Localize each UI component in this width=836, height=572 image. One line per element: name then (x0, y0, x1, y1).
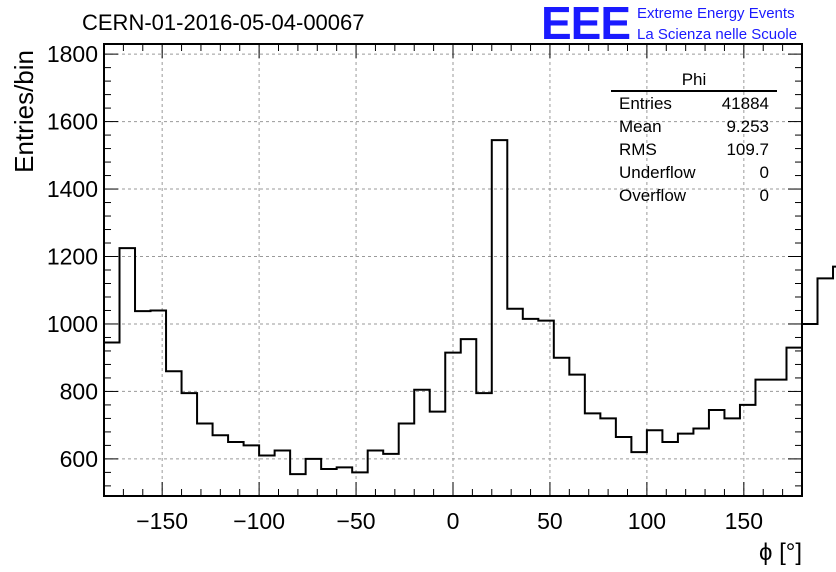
y-tick-label: 1000 (47, 311, 98, 337)
histogram-bin (399, 423, 415, 496)
x-tick-label: 150 (725, 508, 763, 534)
histogram-bin (740, 405, 756, 496)
x-tick-label: −150 (136, 508, 188, 534)
histogram-bin (538, 321, 554, 496)
stats-value: 41884 (721, 94, 769, 113)
stats-label: Mean (619, 117, 662, 136)
logo-caption-line1: Extreme Energy Events (637, 5, 795, 22)
x-tick-label: 100 (628, 508, 666, 534)
eee-logo: EEE (541, 0, 631, 49)
histogram-bin (523, 319, 539, 496)
histogram-bin (771, 380, 787, 496)
histogram-bin (430, 412, 446, 496)
histogram-bin (569, 375, 585, 496)
histogram-bin (228, 442, 244, 496)
histogram-bin (693, 429, 709, 496)
stats-label: Overflow (619, 186, 687, 205)
histogram-series-line (104, 139, 836, 476)
y-axis-label: Entries/bin (9, 50, 39, 173)
stats-value: 0 (759, 163, 769, 182)
histogram-bin (182, 393, 198, 496)
stats-label: RMS (619, 140, 657, 159)
histogram-bin (120, 248, 136, 496)
stats-value: 9.253 (726, 117, 769, 136)
stats-value: 0 (759, 186, 769, 205)
histogram-bin (259, 456, 275, 496)
logo-caption-line2: La Scienza nelle Scuole (637, 26, 798, 43)
y-tick-label: 1600 (47, 109, 98, 135)
x-axis-label: ϕ [°] (759, 539, 802, 566)
histogram-bin (585, 413, 601, 496)
histogram-bin (802, 324, 818, 496)
histogram-bin (352, 472, 368, 496)
histogram-bin (461, 339, 477, 496)
chart-title: CERN-01-2016-05-04-00067 (82, 10, 365, 35)
histogram-bin (244, 445, 260, 496)
plot-frame (103, 43, 803, 497)
stats-row: Overflow 0 (611, 184, 777, 207)
x-tick-label: 50 (537, 508, 563, 534)
histogram-bin (306, 459, 322, 496)
histogram-bin (275, 450, 291, 496)
x-tick-label: 0 (447, 508, 460, 534)
stats-box: Phi Entries 41884 Mean 9.253 RMS 109.7 U… (611, 70, 777, 207)
histogram-bin (755, 380, 771, 496)
histogram-bin (600, 418, 616, 496)
y-tick-label: 1400 (47, 176, 98, 202)
histogram-bin (476, 393, 492, 496)
histogram-bin (337, 467, 353, 496)
y-tick-label: 1800 (47, 41, 98, 67)
histogram-bin (104, 343, 120, 496)
x-tick-label: −50 (337, 508, 376, 534)
stats-row: RMS 109.7 (611, 138, 777, 161)
histogram-bin (383, 454, 399, 496)
stats-label: Entries (619, 94, 672, 113)
histogram-bin (321, 469, 337, 496)
histogram-bin (414, 390, 430, 496)
histogram-bin (197, 423, 213, 496)
x-tick-label: −100 (233, 508, 285, 534)
stats-row: Underflow 0 (611, 161, 777, 184)
stats-row: Entries 41884 (611, 92, 777, 115)
histogram-bin (647, 430, 663, 496)
histogram-bin (709, 410, 725, 496)
y-tick-label: 800 (60, 378, 98, 404)
stats-value: 109.7 (726, 140, 769, 159)
histogram-bin (662, 442, 678, 496)
histogram-bin (166, 371, 182, 496)
stats-label: Underflow (619, 163, 696, 182)
histogram-bin (507, 309, 523, 496)
histogram-bin (213, 435, 229, 496)
y-tick-label: 600 (60, 446, 98, 472)
histogram-bin (786, 348, 802, 496)
histogram-bin (554, 358, 570, 496)
histogram-bin (678, 434, 694, 496)
histogram-bin (818, 278, 834, 496)
histogram-bin (724, 418, 740, 496)
stats-row: Mean 9.253 (611, 115, 777, 138)
histogram-bin (135, 311, 151, 496)
y-tick-label: 1200 (47, 244, 98, 270)
histogram-bin (151, 310, 167, 496)
histogram-bin (616, 437, 632, 496)
stats-title: Phi (611, 70, 777, 92)
histogram-bin (492, 140, 508, 496)
